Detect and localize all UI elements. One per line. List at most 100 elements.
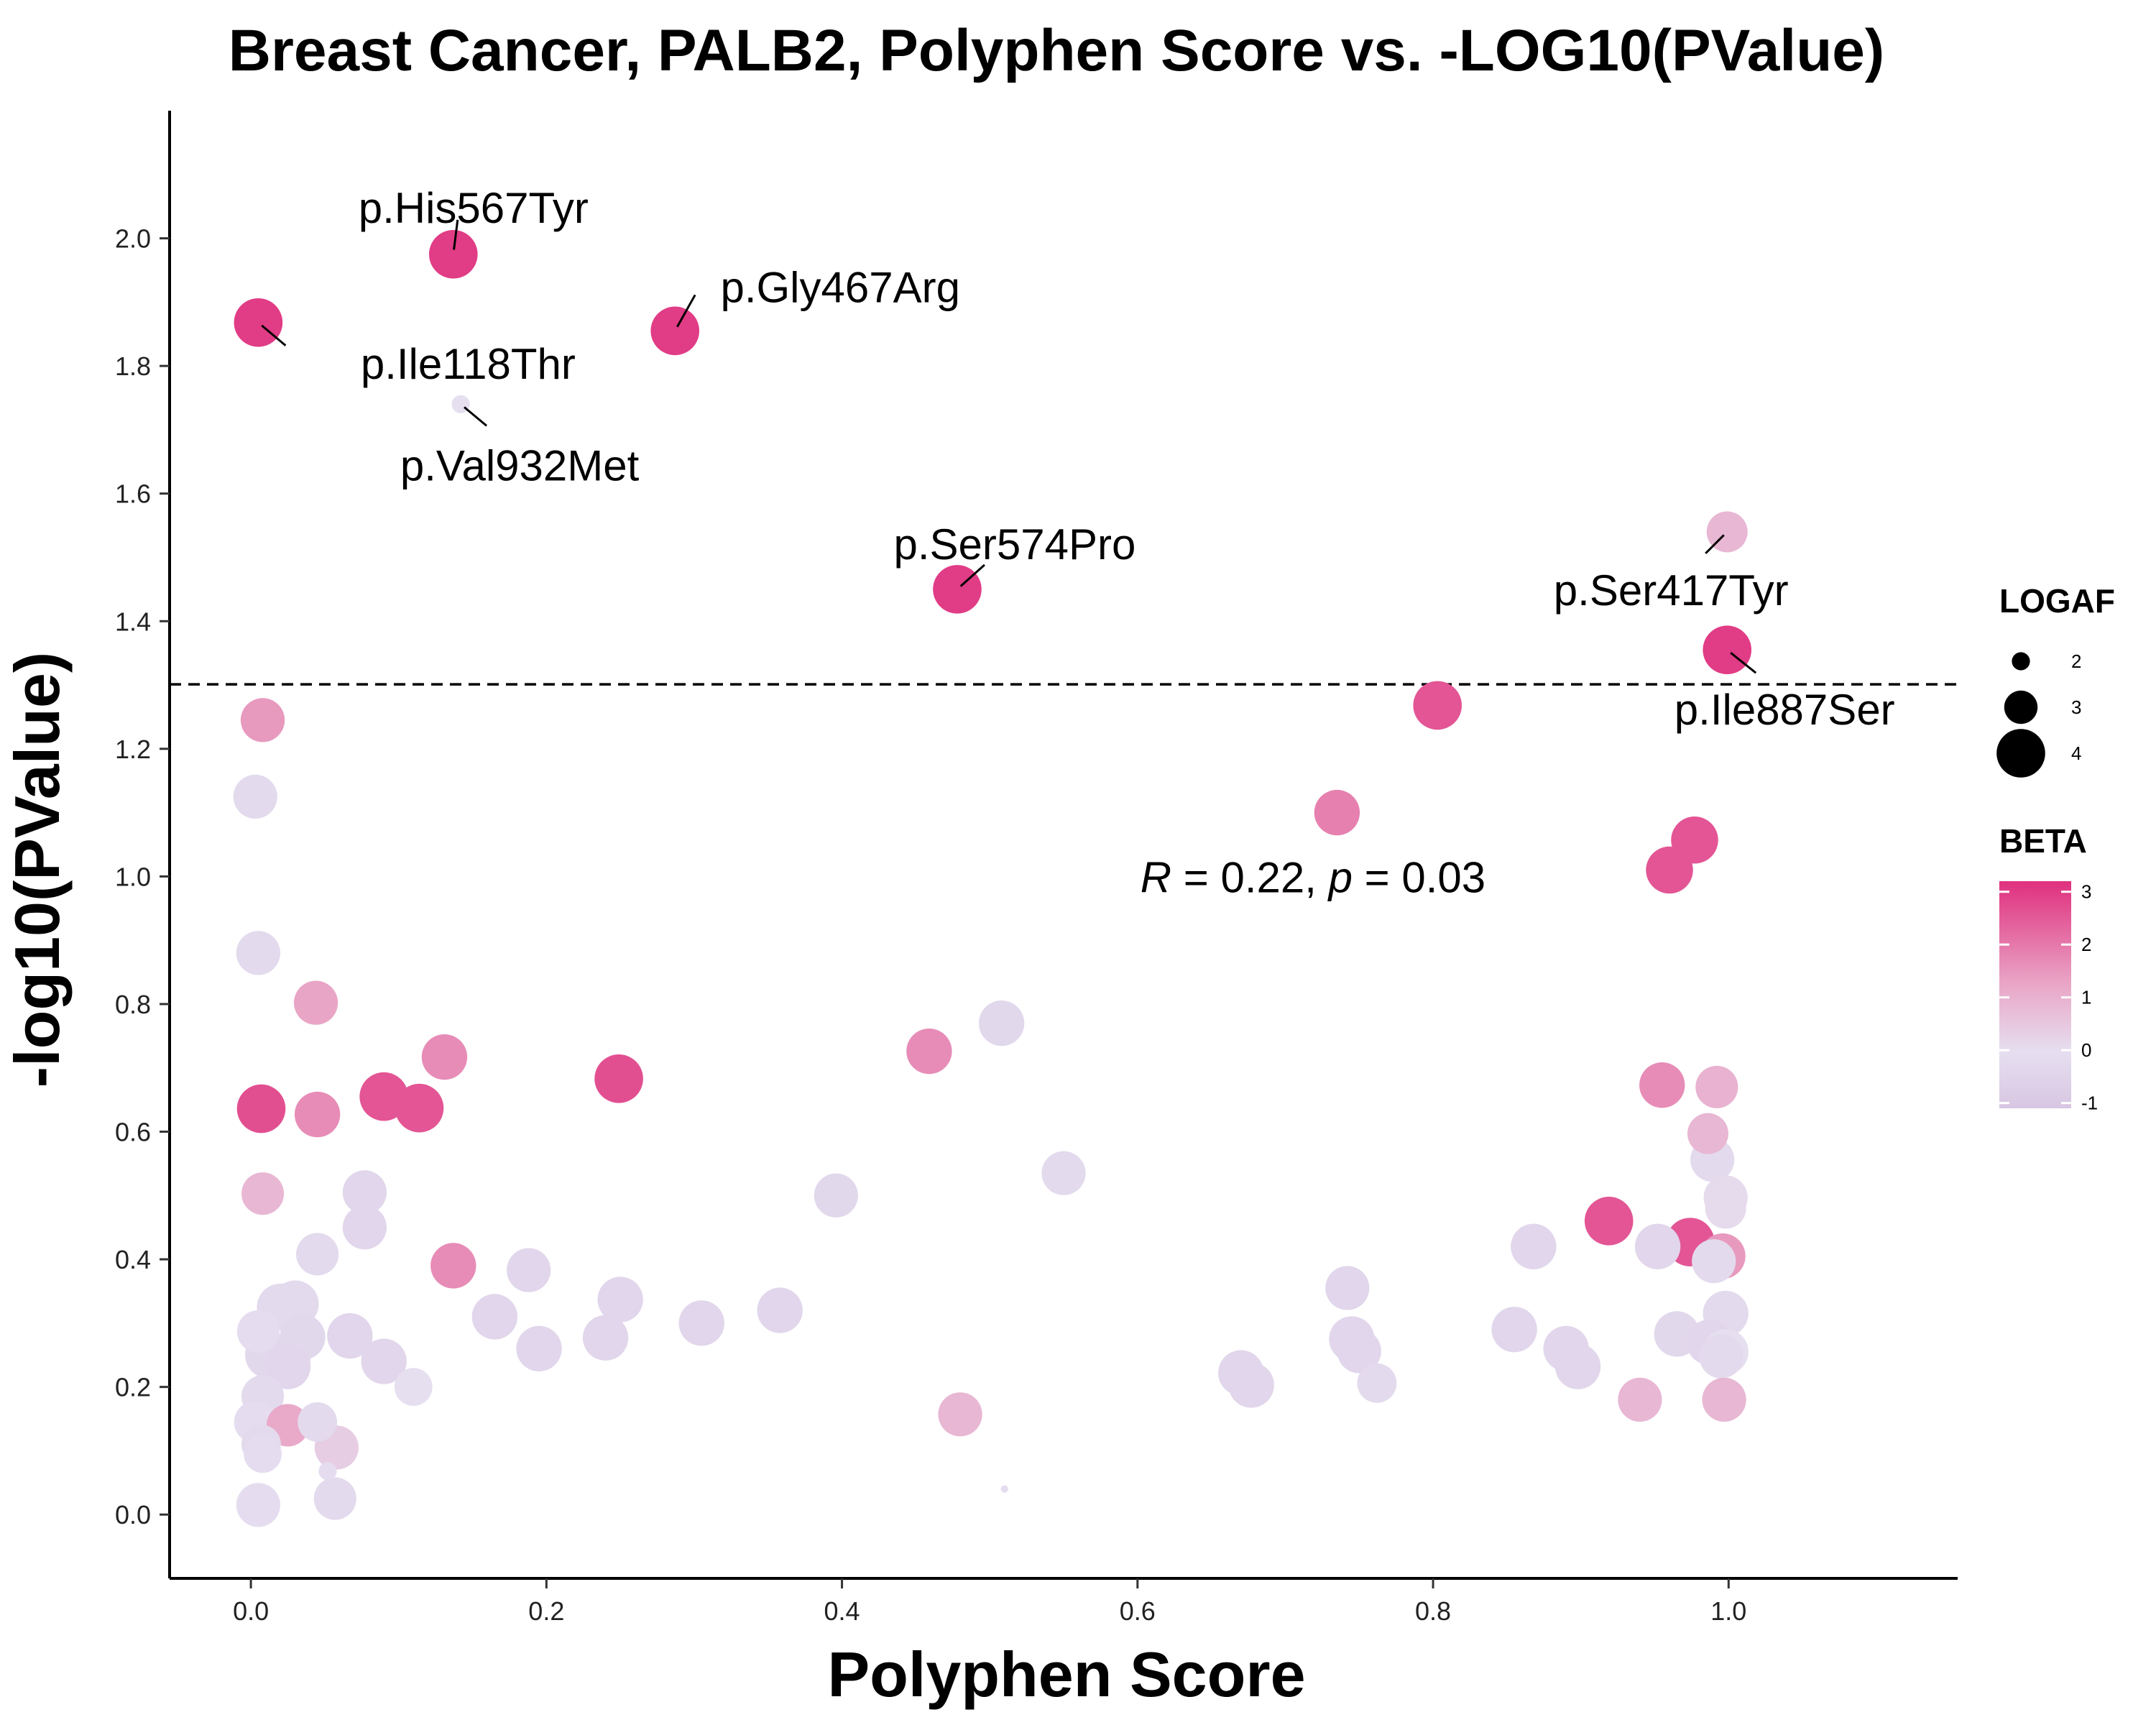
- data-point: [395, 1083, 444, 1133]
- legend-color-label: 3: [2081, 881, 2091, 903]
- data-point: [294, 1091, 341, 1138]
- legend: LOGAF 2 3 4 BETA 3 2 1 0 -1: [1996, 582, 2115, 1114]
- data-point: [241, 1172, 285, 1215]
- correlation-r-symbol: R: [1141, 853, 1171, 901]
- data-point: [507, 1248, 551, 1292]
- y-tick-label: 1.6: [115, 479, 151, 509]
- correlation-p-value: = 0.03: [1353, 853, 1485, 901]
- data-point: [1695, 1065, 1738, 1108]
- label-leader-line: [464, 406, 488, 427]
- data-point: [361, 1338, 407, 1384]
- data-point: [594, 1054, 643, 1103]
- data-point: [394, 1368, 433, 1407]
- legend-size-title: LOGAF: [1999, 582, 2115, 620]
- data-point: [1646, 846, 1693, 894]
- y-tick-label: 0.6: [115, 1118, 151, 1147]
- y-tick-label: 0.8: [115, 990, 151, 1019]
- data-point: [1337, 1329, 1381, 1374]
- variant-label: p.Val932Met: [400, 441, 640, 489]
- x-tick-label: 0.8: [1415, 1596, 1451, 1626]
- data-point: [1491, 1307, 1537, 1353]
- data-point: [1511, 1223, 1557, 1270]
- legend-colorbar: [1999, 881, 2071, 1108]
- correlation-p-symbol: p: [1327, 853, 1353, 901]
- data-point: [327, 1312, 373, 1359]
- x-tick-label: 0.6: [1120, 1596, 1156, 1626]
- data-point: [421, 1034, 468, 1080]
- data-point: [244, 1435, 282, 1473]
- data-point: [933, 565, 982, 614]
- x-tick-label: 0.4: [824, 1596, 860, 1626]
- data-point: [1702, 1377, 1746, 1422]
- y-tick-label: 1.2: [115, 735, 151, 764]
- variant-label: p.Gly467Arg: [720, 263, 960, 311]
- variant-label: p.Ser417Tyr: [1554, 566, 1789, 615]
- label-leader-line: [453, 219, 459, 250]
- data-point: [516, 1325, 562, 1372]
- data-point: [1000, 1485, 1008, 1493]
- data-point: [342, 1170, 387, 1215]
- data-point: [1584, 1197, 1634, 1246]
- data-point: [236, 1310, 280, 1353]
- y-tick-label: 0.0: [115, 1500, 151, 1530]
- legend-size-key: [2004, 690, 2038, 724]
- data-point: [293, 980, 338, 1025]
- legend-color-label: 0: [2081, 1039, 2091, 1061]
- legend-color-label: 1: [2081, 987, 2091, 1008]
- data-point: [342, 1205, 387, 1250]
- legend-size-key: [2012, 652, 2030, 671]
- data-point: [1618, 1377, 1662, 1422]
- label-leader-line: [959, 564, 985, 587]
- data-point: [1703, 625, 1752, 675]
- data-point: [264, 1343, 311, 1389]
- data-point: [678, 1300, 724, 1346]
- data-point: [236, 1084, 286, 1133]
- label-leader-line: [1730, 652, 1757, 674]
- data-point: [582, 1315, 629, 1361]
- data-point: [1699, 1334, 1743, 1379]
- data-point: [236, 1483, 280, 1527]
- data-point: [1314, 789, 1360, 836]
- data-point: [233, 774, 277, 819]
- legend-size-label: 4: [2071, 742, 2081, 764]
- data-point: [1041, 1151, 1086, 1195]
- data-point: [978, 1000, 1025, 1046]
- data-point: [757, 1287, 803, 1333]
- data-point: [234, 298, 283, 347]
- data-point: [814, 1173, 858, 1218]
- data-point: [1639, 1062, 1685, 1108]
- data-point: [318, 1462, 337, 1481]
- y-tick-label: 1.4: [115, 607, 151, 636]
- data-point: [597, 1276, 643, 1322]
- correlation-r-value: = 0.22,: [1171, 853, 1329, 901]
- data-point: [298, 1402, 338, 1442]
- data-point: [1228, 1362, 1274, 1408]
- data-point: [240, 698, 285, 742]
- legend-color-label: -1: [2081, 1092, 2098, 1114]
- y-axis-title: -log10(PValue): [1, 652, 73, 1087]
- x-tick-label: 0.0: [233, 1596, 269, 1626]
- label-leader-line: [676, 294, 696, 328]
- data-point: [428, 229, 478, 279]
- data-point: [1357, 1363, 1397, 1403]
- legend-color-label: 2: [2081, 934, 2091, 955]
- y-tick-label: 1.0: [115, 862, 151, 891]
- data-point: [296, 1233, 339, 1276]
- data-point: [650, 306, 700, 356]
- data-point: [236, 931, 280, 975]
- variant-label: p.Ser574Pro: [894, 520, 1136, 569]
- correlation-annotation: R = 0.22, p = 0.03: [1141, 853, 1485, 901]
- data-point: [1705, 1187, 1746, 1229]
- data-point: [1687, 1113, 1729, 1154]
- data-point: [1554, 1343, 1601, 1389]
- chart-title: Breast Cancer, PALB2, Polyphen Score vs.…: [229, 18, 1884, 83]
- data-point: [313, 1477, 356, 1520]
- label-leader-line: [261, 324, 287, 346]
- x-tick-label: 0.2: [528, 1596, 564, 1626]
- variant-label: p.Ile118Thr: [361, 340, 576, 388]
- legend-color-title: BETA: [1999, 822, 2087, 860]
- label-leader-line: [1705, 534, 1725, 555]
- data-point: [1634, 1223, 1681, 1270]
- x-tick-label: 1.0: [1710, 1596, 1746, 1626]
